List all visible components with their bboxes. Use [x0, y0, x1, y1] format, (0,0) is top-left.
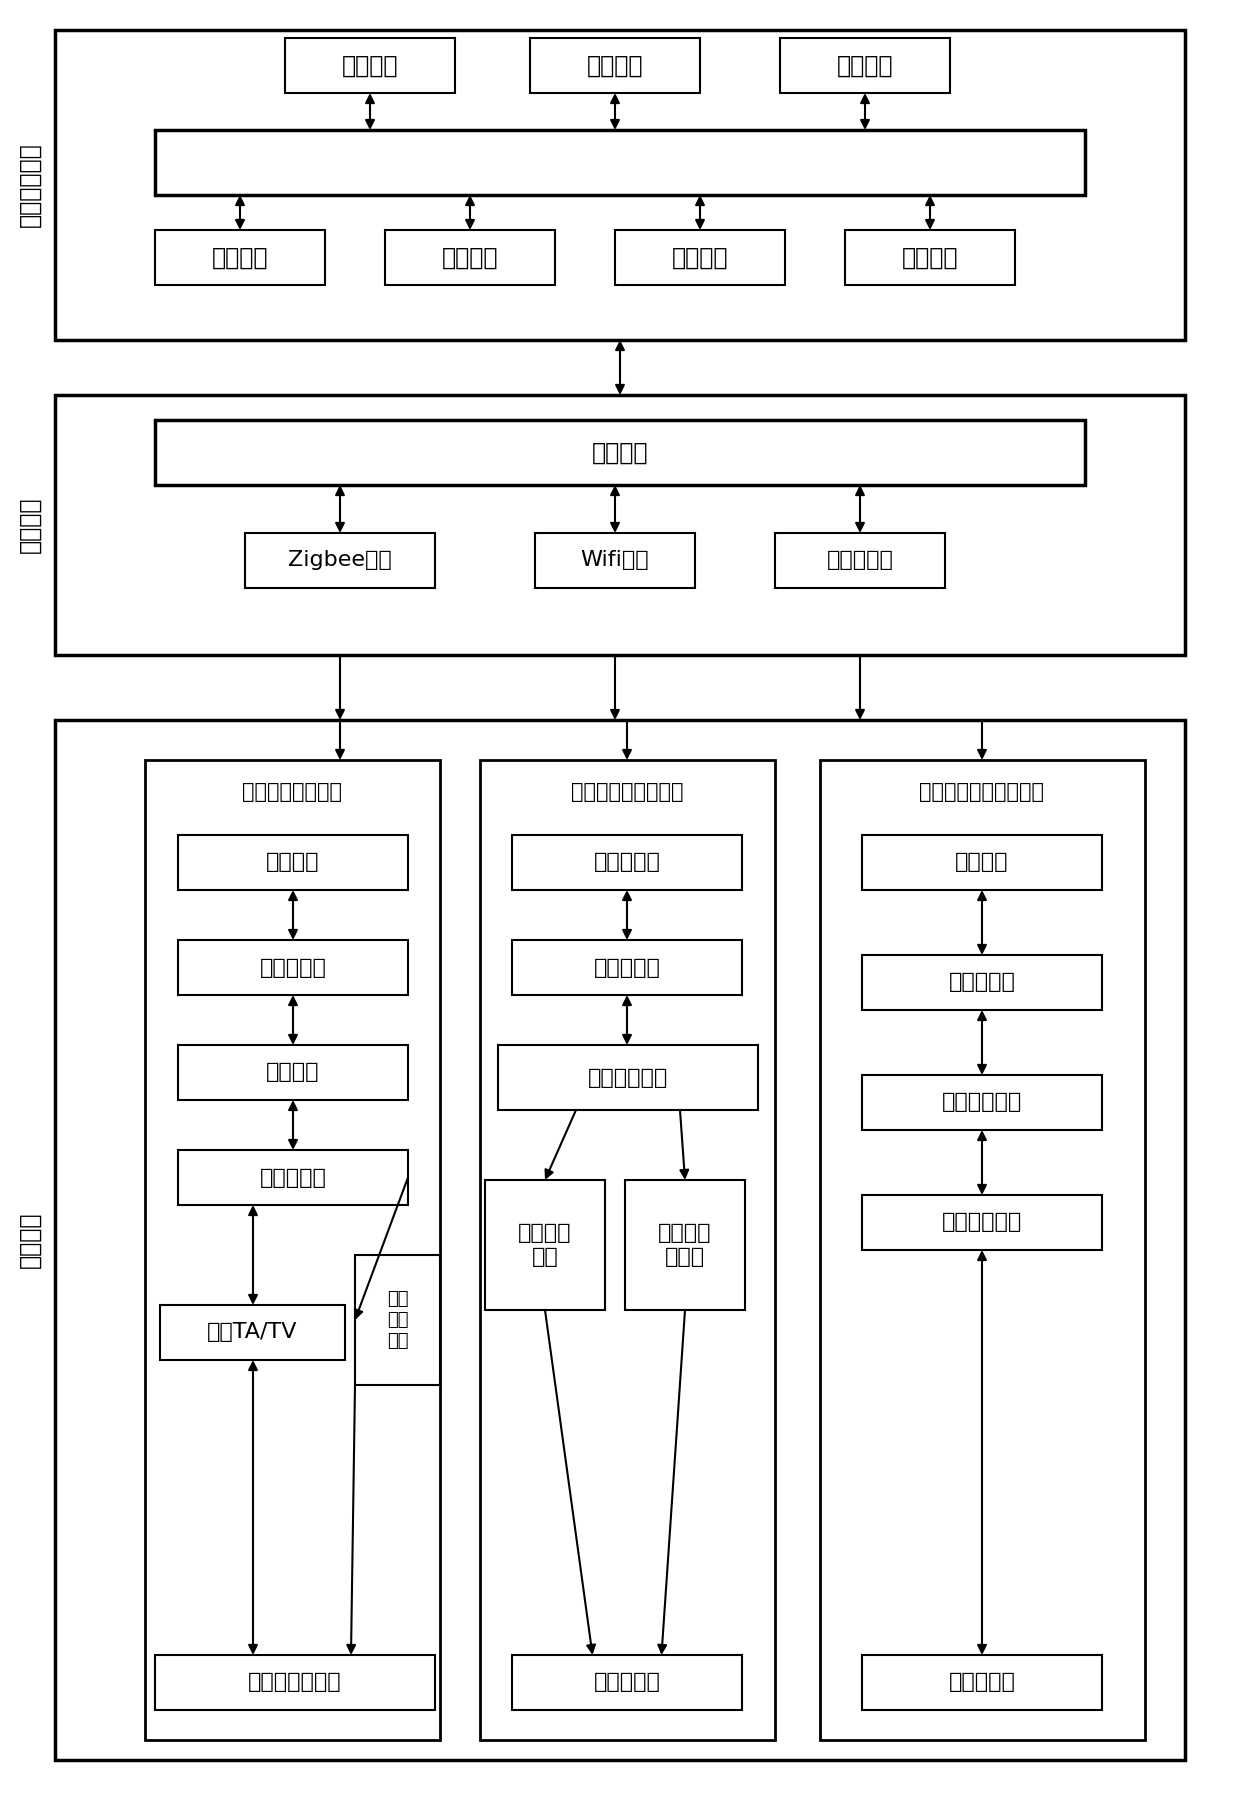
Bar [485, 1179, 605, 1311]
Text: 断路器电气试验模块: 断路器电气试验模块 [570, 782, 683, 802]
Bar [512, 1654, 742, 1710]
Bar [285, 38, 455, 93]
Bar [529, 38, 701, 93]
Bar [355, 1255, 440, 1384]
Bar [179, 1045, 408, 1100]
Text: 模拟
操作
机构: 模拟 操作 机构 [387, 1291, 408, 1350]
Bar [160, 1305, 345, 1359]
Bar [862, 1196, 1102, 1250]
Text: 故障模拟器: 故障模拟器 [594, 958, 661, 978]
Text: 远程控制板: 远程控制板 [594, 1672, 661, 1692]
Text: 二次回路: 二次回路 [267, 1063, 320, 1082]
Text: 串口服务器: 串口服务器 [827, 550, 894, 570]
Bar [820, 761, 1145, 1740]
Bar [55, 31, 1185, 340]
Bar [862, 1654, 1102, 1710]
Text: 仿真断路器: 仿真断路器 [594, 852, 661, 872]
Text: 故障模拟器: 故障模拟器 [259, 958, 326, 978]
Bar [780, 38, 950, 93]
Bar [155, 129, 1085, 194]
Bar [615, 230, 785, 286]
Bar [155, 421, 1085, 485]
Text: 智能终端: 智能终端 [267, 852, 320, 872]
Text: 拓扑着色: 拓扑着色 [587, 54, 644, 77]
Bar [384, 230, 556, 286]
Bar [534, 532, 694, 588]
Bar [179, 940, 408, 994]
Text: 数据模拟
装置: 数据模拟 装置 [518, 1223, 572, 1266]
Text: 远程控制单元: 远程控制单元 [19, 142, 42, 227]
Bar [55, 719, 1185, 1760]
Bar [862, 955, 1102, 1010]
Bar [862, 1075, 1102, 1129]
Bar [512, 834, 742, 890]
Text: 智能三相交流源: 智能三相交流源 [248, 1672, 342, 1692]
Bar [155, 1654, 435, 1710]
Text: 系统设置: 系统设置 [342, 54, 398, 77]
Bar [179, 1151, 408, 1205]
Text: 配网仿真: 配网仿真 [901, 246, 959, 270]
Bar [179, 834, 408, 890]
Text: 应用设备: 应用设备 [19, 1212, 42, 1268]
Bar [512, 940, 742, 994]
Text: 模拟TA/TV: 模拟TA/TV [207, 1323, 298, 1343]
Text: 人机界面: 人机界面 [212, 246, 268, 270]
Text: 通信网络: 通信网络 [19, 496, 42, 554]
Bar [480, 761, 775, 1740]
Text: 远程控制板: 远程控制板 [949, 1672, 1016, 1692]
Text: 培评考核: 培评考核 [441, 246, 498, 270]
Bar [246, 532, 435, 588]
Bar [862, 834, 1102, 890]
Bar [625, 1179, 745, 1311]
Text: 故障设置: 故障设置 [672, 246, 728, 270]
Text: 语音计时: 语音计时 [837, 54, 893, 77]
Bar [145, 761, 440, 1740]
Text: 故障模拟器: 故障模拟器 [949, 973, 1016, 992]
Text: Wifi网络: Wifi网络 [580, 550, 650, 570]
Text: 一次电缆电气试验模块: 一次电缆电气试验模块 [920, 782, 1044, 802]
Bar [775, 532, 945, 588]
Text: Zigbee网络: Zigbee网络 [288, 550, 392, 570]
Bar [55, 396, 1185, 654]
Text: 数据模拟装置: 数据模拟装置 [942, 1212, 1022, 1232]
Text: 高压转动装置: 高压转动装置 [588, 1068, 668, 1088]
Text: 高压信号
发生器: 高压信号 发生器 [658, 1223, 712, 1266]
Bar [498, 1045, 758, 1109]
Bar [155, 230, 325, 286]
Text: 高压传动装置: 高压传动装置 [942, 1093, 1022, 1113]
Text: 故障模拟器: 故障模拟器 [259, 1167, 326, 1187]
Text: 局域网络: 局域网络 [591, 441, 649, 464]
Text: 二次回路运维模块: 二次回路运维模块 [242, 782, 342, 802]
Bar [844, 230, 1016, 286]
Text: 仿真电缆: 仿真电缆 [955, 852, 1009, 872]
